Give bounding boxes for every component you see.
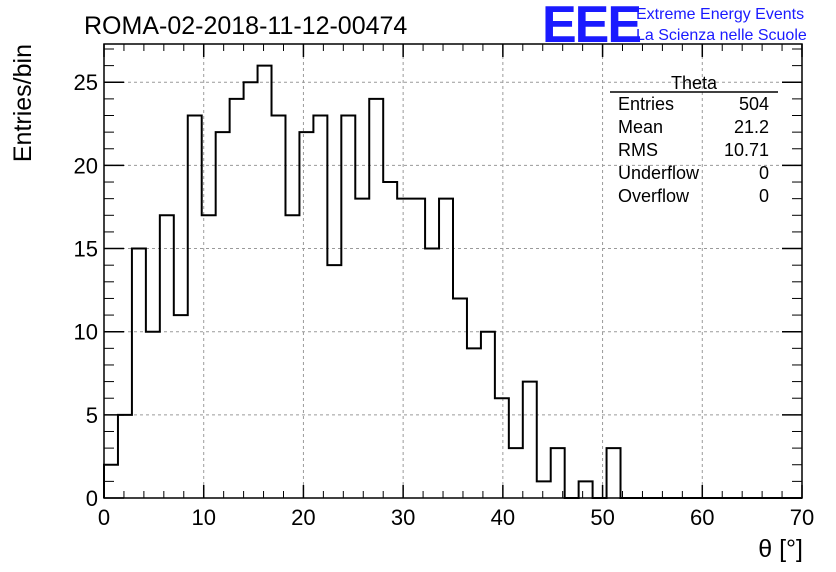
histogram-bin: [369, 99, 383, 498]
histogram-bin: [174, 315, 188, 498]
histogram-bin: [272, 116, 286, 498]
y-tick-label: 20: [74, 153, 98, 178]
x-tick-label: 50: [590, 505, 614, 530]
histogram-bin: [355, 199, 369, 498]
histogram-bin: [551, 448, 565, 498]
y-tick-label: 10: [74, 320, 98, 345]
x-tick-label: 70: [790, 505, 814, 530]
chart-title: ROMA-02-2018-11-12-00474: [84, 12, 407, 40]
histogram-bin: [523, 382, 537, 498]
histogram-bin: [467, 348, 481, 498]
brand-logo: EEE: [542, 0, 640, 54]
histogram-bin: [188, 116, 202, 498]
stats-value: 10.71: [724, 140, 769, 160]
axis-ticks: [103, 44, 803, 499]
histogram-bin: [118, 415, 132, 498]
histogram-bin: [439, 199, 453, 498]
histogram-bin: [607, 448, 621, 498]
stats-label: RMS: [618, 140, 658, 160]
histogram-bin: [453, 298, 467, 498]
histogram-bin: [285, 215, 299, 498]
x-tick-label: 60: [690, 505, 714, 530]
plot-frame: [103, 43, 803, 499]
y-tick-labels: 0 5 10 15 20 25: [74, 70, 98, 511]
histogram-bin: [258, 66, 272, 498]
stats-value: 0: [759, 163, 769, 183]
histogram-bin: [383, 182, 397, 498]
stats-title: Theta: [671, 73, 718, 93]
y-tick-label: 25: [74, 70, 98, 95]
y-axis-label: Entries/bin: [9, 44, 37, 162]
histogram-bin: [160, 215, 174, 498]
brand-line-2: La Scienza nelle Scuole: [636, 27, 807, 44]
stats-label: Underflow: [618, 163, 700, 183]
histogram-bin: [537, 481, 551, 498]
x-tick-label: 40: [491, 505, 515, 530]
x-tick-label: 0: [98, 505, 110, 530]
y-tick-label: 5: [86, 403, 98, 428]
histogram-bin: [299, 132, 313, 498]
histogram-bins: [104, 66, 621, 498]
histogram-bin: [327, 265, 341, 498]
histogram-bin: [411, 199, 425, 498]
stats-value: 0: [759, 186, 769, 206]
stats-label: Mean: [618, 117, 663, 137]
x-tick-label: 10: [191, 505, 215, 530]
histogram-bin: [216, 132, 230, 498]
histogram-bin: [132, 249, 146, 498]
x-tick-label: 30: [391, 505, 415, 530]
histogram-outline: [103, 64, 802, 499]
histogram-bin: [425, 249, 439, 498]
stats-label: Entries: [618, 94, 674, 114]
histogram-bin: [495, 398, 509, 498]
histogram-bin: [230, 99, 244, 498]
y-tick-label: 0: [86, 486, 98, 511]
brand-line-1: Extreme Energy Events: [636, 6, 804, 23]
histogram-bin: [341, 116, 355, 498]
stats-value: 504: [739, 94, 769, 114]
histogram-bin: [244, 82, 258, 498]
x-tick-labels: 0 10 20 30 40 50 60 70: [98, 505, 814, 530]
x-tick-label: 20: [291, 505, 315, 530]
histogram-bin: [509, 448, 523, 498]
histogram-bin: [579, 481, 593, 498]
stats-label: Overflow: [618, 186, 690, 206]
x-axis-label: θ [°]: [758, 535, 803, 563]
brand-block: EEE Extreme Energy Events La Scienza nel…: [542, 0, 807, 54]
grid: [104, 44, 802, 498]
stats-value: 21.2: [734, 117, 769, 137]
histogram-bin: [313, 116, 327, 498]
histogram-bin: [397, 199, 411, 498]
y-tick-label: 15: [74, 237, 98, 262]
